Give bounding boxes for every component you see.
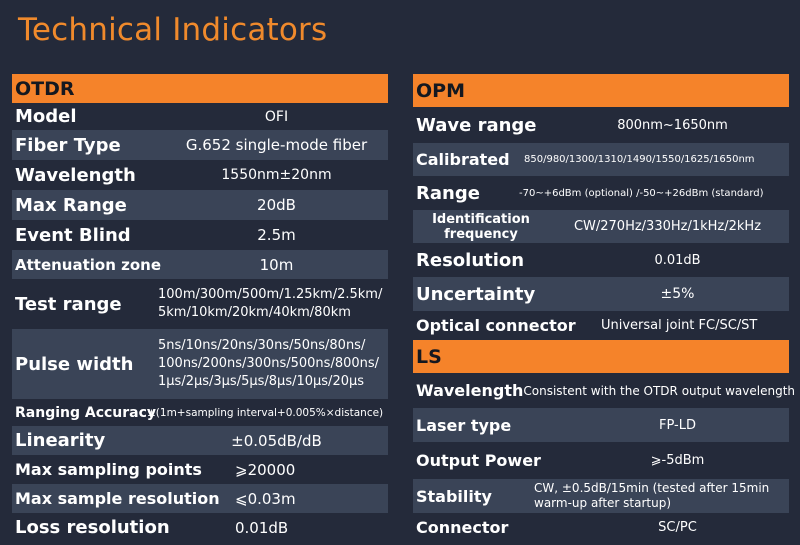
spec-row-test-range: Test range 100m/300m/500m/1.25km/2.5km/ … — [12, 279, 388, 329]
spec-row-wavelength: Wavelength 1550nm±20nm — [12, 160, 388, 190]
spec-row-max-range: Max Range 20dB — [12, 190, 388, 220]
spec-row-fiber-type: Fiber Type G.652 single-mode fiber — [12, 130, 388, 160]
spec-value: ±0.05dB/dB — [231, 431, 322, 450]
page-title: Technical Indicators — [18, 12, 328, 48]
spec-value: SC/PC — [658, 519, 697, 535]
spec-row-uncertainty: Uncertainty ±5% — [413, 277, 789, 311]
spec-label: Wavelength — [15, 164, 136, 186]
spec-row-pulse-width: Pulse width 5ns/10ns/20ns/30ns/50ns/80ns… — [12, 329, 388, 399]
spec-value: ±5% — [660, 286, 695, 302]
spec-label: Connector — [416, 517, 509, 537]
spec-value: Consistent with the OTDR output waveleng… — [523, 383, 795, 398]
spec-value: ⩾-5dBm — [650, 453, 705, 468]
spec-row-event-blind: Event Blind 2.5m — [12, 220, 388, 250]
opm-header: OPM — [413, 74, 789, 107]
spec-label: Event Blind — [15, 224, 131, 246]
spec-label: Max sample resolution — [15, 489, 220, 508]
spec-value: CW, ±0.5dB/15min (tested after 15min war… — [534, 481, 770, 510]
spec-value: ⩾20000 — [235, 460, 296, 479]
spec-row-ls-connector: Connector SC/PC — [413, 513, 789, 541]
spec-label: Pulse width — [15, 353, 134, 375]
spec-value: 10m — [259, 255, 294, 274]
spec-label: Calibrated — [416, 150, 510, 169]
spec-row-ranging-accuracy: Ranging Accuracy ±(1m+sampling interval+… — [12, 399, 388, 426]
spec-row-calibrated: Calibrated 850/980/1300/1310/1490/1550/1… — [413, 143, 789, 176]
spec-row-identification-frequency: Identification frequency CW/270Hz/330Hz/… — [413, 210, 789, 243]
spec-value: G.652 single-mode fiber — [185, 136, 368, 154]
spec-label: Test range — [15, 293, 122, 315]
spec-label: Ranging Accuracy — [15, 404, 157, 421]
spec-row-laser-type: Laser type FP-LD — [413, 408, 789, 442]
spec-row-range: Range -70~+6dBm (optional) /-50~+26dBm (… — [413, 176, 789, 210]
spec-row-ls-wavelength: Wavelength Consistent with the OTDR outp… — [413, 373, 795, 408]
spec-value: -70~+6dBm (optional) /-50~+26dBm (standa… — [519, 187, 764, 199]
spec-row-linearity: Linearity ±0.05dB/dB — [12, 426, 388, 455]
spec-label: Stability — [416, 486, 492, 506]
spec-label: Fiber Type — [15, 134, 121, 156]
spec-row-wave-range: Wave range 800nm~1650nm — [413, 107, 789, 143]
spec-label: Range — [416, 182, 480, 204]
spec-value: 800nm~1650nm — [617, 117, 728, 133]
spec-label: Max Range — [15, 194, 127, 216]
spec-label: Uncertainty — [416, 283, 536, 305]
spec-label: Resolution — [416, 249, 525, 271]
otdr-header: OTDR — [12, 74, 388, 103]
spec-value: 20dB — [257, 196, 296, 214]
spec-label: Max sampling points — [15, 460, 202, 479]
otdr-section: OTDR Model OFI Fiber Type G.652 single-m… — [12, 74, 388, 542]
spec-row-max-sampling-points: Max sampling points ⩾20000 — [12, 455, 388, 484]
spec-row-attenuation-zone: Attenuation zone 10m — [12, 250, 388, 279]
spec-value: Universal joint FC/SC/ST — [601, 317, 758, 333]
spec-value: 850/980/1300/1310/1490/1550/1625/1650nm — [524, 154, 755, 165]
spec-value: FP-LD — [659, 417, 696, 433]
spec-label: Model — [15, 106, 77, 127]
spec-label: Wave range — [416, 114, 537, 136]
spec-label: Identification frequency — [432, 211, 530, 242]
spec-row-loss-resolution: Loss resolution 0.01dB — [12, 513, 388, 542]
spec-row-stability: Stability CW, ±0.5dB/15min (tested after… — [413, 479, 789, 513]
spec-value: ⩽0.03m — [235, 489, 296, 508]
spec-value: 0.01dB — [654, 252, 701, 268]
spec-value: 2.5m — [257, 226, 296, 244]
spec-row-model: Model OFI — [12, 103, 388, 130]
spec-row-resolution: Resolution 0.01dB — [413, 243, 789, 277]
spec-row-max-sample-resolution: Max sample resolution ⩽0.03m — [12, 484, 388, 513]
spec-value: CW/270Hz/330Hz/1kHz/2kHz — [573, 219, 762, 234]
spec-label: Linearity — [15, 430, 106, 451]
spec-value: 100m/300m/500m/1.25km/2.5km/ 5km/10km/20… — [158, 287, 383, 320]
spec-label: Loss resolution — [15, 517, 170, 538]
spec-value: ±(1m+sampling interval+0.005%×distance) — [147, 406, 384, 419]
opm-ls-section: OPM Wave range 800nm~1650nm Calibrated 8… — [413, 74, 795, 541]
spec-label: Laser type — [416, 415, 512, 435]
ls-header: LS — [413, 340, 789, 373]
spec-label: Attenuation zone — [15, 255, 162, 274]
spec-label: Wavelength — [416, 381, 524, 400]
spec-value: OFI — [264, 108, 289, 125]
spec-label: Output Power — [416, 451, 541, 470]
spec-value: 1550nm±20nm — [221, 167, 332, 183]
spec-row-optical-connector: Optical connector Universal joint FC/SC/… — [413, 311, 789, 339]
spec-row-output-power: Output Power ⩾-5dBm — [413, 442, 789, 479]
spec-label: Optical connector — [416, 315, 576, 335]
spec-value: 5ns/10ns/20ns/30ns/50ns/80ns/ 100ns/200n… — [158, 338, 380, 389]
spec-value: 0.01dB — [235, 518, 289, 537]
